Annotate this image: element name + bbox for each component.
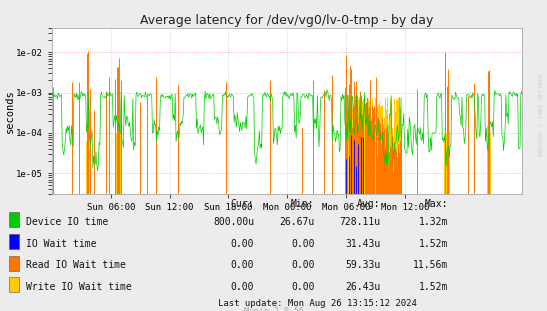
Text: Max:: Max: xyxy=(425,199,449,209)
Text: 0.00: 0.00 xyxy=(291,239,315,248)
Text: Munin 2.0.56: Munin 2.0.56 xyxy=(243,307,304,311)
Text: Avg:: Avg: xyxy=(357,199,380,209)
Text: 728.11u: 728.11u xyxy=(339,217,380,227)
Title: Average latency for /dev/vg0/lv-0-tmp - by day: Average latency for /dev/vg0/lv-0-tmp - … xyxy=(141,14,434,27)
Text: 59.33u: 59.33u xyxy=(345,260,380,270)
Text: 11.56m: 11.56m xyxy=(414,260,449,270)
Text: 1.32m: 1.32m xyxy=(419,217,449,227)
Text: Device IO time: Device IO time xyxy=(26,217,108,227)
Text: 0.00: 0.00 xyxy=(291,260,315,270)
Text: Write IO Wait time: Write IO Wait time xyxy=(26,282,132,292)
Text: 26.67u: 26.67u xyxy=(280,217,315,227)
Y-axis label: seconds: seconds xyxy=(5,89,15,133)
Text: 0.00: 0.00 xyxy=(291,282,315,292)
Text: Last update: Mon Aug 26 13:15:12 2024: Last update: Mon Aug 26 13:15:12 2024 xyxy=(218,299,417,308)
Text: Cur:: Cur: xyxy=(231,199,254,209)
Text: 800.00u: 800.00u xyxy=(213,217,254,227)
Text: 31.43u: 31.43u xyxy=(345,239,380,248)
Text: 0.00: 0.00 xyxy=(231,260,254,270)
Text: 0.00: 0.00 xyxy=(231,282,254,292)
Text: IO Wait time: IO Wait time xyxy=(26,239,97,248)
Text: Read IO Wait time: Read IO Wait time xyxy=(26,260,126,270)
Text: Min:: Min: xyxy=(291,199,315,209)
Text: 26.43u: 26.43u xyxy=(345,282,380,292)
Text: 0.00: 0.00 xyxy=(231,239,254,248)
Text: 1.52m: 1.52m xyxy=(419,239,449,248)
Text: RRDTOOL / TOBI OETIKER: RRDTOOL / TOBI OETIKER xyxy=(538,74,543,156)
Text: 1.52m: 1.52m xyxy=(419,282,449,292)
